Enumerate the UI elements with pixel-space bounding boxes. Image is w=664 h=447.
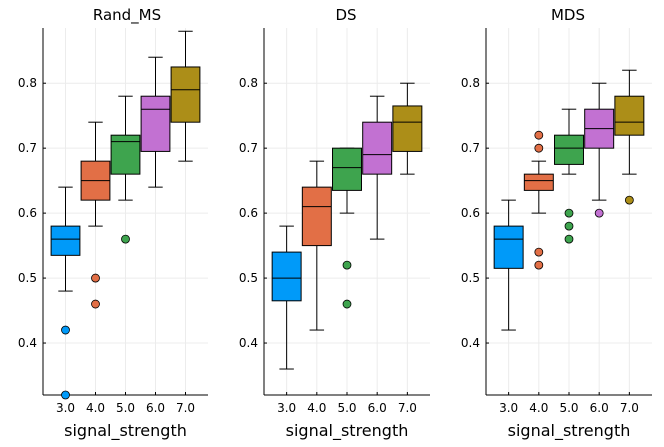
outlier-point [564, 221, 574, 231]
box-group-5.0 [110, 95, 141, 244]
y-tick-label: 0.5 [18, 271, 37, 285]
chart-panel-ds: 0.4 0.5 0.6 0.7 0.8 3.0 4.0 5.0 6.0 7.0 DS signal_s… [239, 6, 430, 441]
box-group-3.0 [50, 186, 81, 400]
box-group-7.0 [170, 30, 201, 162]
box-body [523, 173, 554, 191]
outlier-point [564, 208, 574, 218]
outlier-point [594, 208, 604, 218]
box-body [301, 186, 332, 247]
y-tick-label: 0.7 [461, 141, 480, 155]
box-group-4.0 [523, 130, 554, 270]
y-tick-label: 0.8 [18, 76, 37, 90]
outlier-point [534, 247, 544, 257]
outlier-point [61, 325, 70, 335]
box-body [392, 105, 423, 152]
box-body [110, 134, 141, 175]
y-tick-label: 0.6 [18, 206, 37, 220]
y-tick-label: 0.7 [18, 141, 37, 155]
outlier-point [342, 260, 352, 270]
box-group-4.0 [80, 121, 111, 309]
y-tick-label: 0.6 [239, 206, 258, 220]
box-group-5.0 [554, 108, 584, 244]
y-tick-label: 0.5 [461, 271, 480, 285]
chart-panel-rand-ms: 0.4 0.5 0.6 0.7 0.8 3.0 4.0 5.0 6.0 7.0 Rand_MSsig… [18, 6, 208, 441]
box-group-7.0 [392, 82, 423, 175]
box-group-6.0 [362, 95, 393, 240]
x-tick-label: 5.0 [559, 401, 578, 415]
x-tick-label: 4.0 [529, 401, 548, 415]
outlier-point [61, 390, 70, 400]
x-tick-label: 6.0 [590, 401, 609, 415]
box-body [362, 121, 393, 175]
box-body [50, 225, 81, 256]
x-tick-label: 4.0 [86, 401, 105, 415]
y-tick-label: 0.4 [18, 336, 37, 350]
box-group-7.0 [614, 69, 645, 205]
x-tick-label: 5.0 [116, 401, 135, 415]
box-body [170, 66, 201, 123]
y-tick-label: 0.8 [461, 76, 480, 90]
box-body [271, 251, 302, 302]
y-tick-label: 0.5 [239, 271, 258, 285]
panel-title: Rand_MS [93, 6, 161, 25]
y-tick-label: 0.7 [239, 141, 258, 155]
x-axis-label: signal_strength [286, 421, 409, 441]
x-tick-label: 5.0 [337, 401, 356, 415]
outlier-point [342, 299, 352, 309]
x-tick-label: 7.0 [398, 401, 417, 415]
x-tick-label: 6.0 [146, 401, 165, 415]
box-group-3.0 [493, 199, 524, 331]
outlier-point [534, 143, 544, 153]
x-tick-label: 7.0 [176, 401, 195, 415]
panel-title: DS [335, 6, 356, 24]
x-tick-label: 7.0 [620, 401, 639, 415]
outlier-point [91, 299, 100, 309]
box-group-4.0 [301, 160, 332, 331]
y-tick-label: 0.4 [239, 336, 258, 350]
box-body [614, 95, 645, 136]
box-group-6.0 [584, 82, 615, 218]
box-group-6.0 [140, 56, 171, 188]
y-tick-label: 0.4 [461, 336, 480, 350]
outlier-point [534, 260, 544, 270]
box-body [554, 134, 584, 165]
y-tick-label: 0.8 [239, 76, 258, 90]
x-tick-label: 3.0 [277, 401, 296, 415]
x-tick-label: 3.0 [56, 401, 75, 415]
panel-title: MDS [551, 6, 585, 24]
box-body [493, 225, 524, 269]
x-tick-label: 4.0 [307, 401, 326, 415]
outlier-point [624, 195, 634, 205]
y-tick-label: 0.6 [461, 206, 480, 220]
box-body [332, 147, 362, 191]
x-axis-label: signal_strength [64, 421, 187, 441]
x-axis-label: signal_strength [508, 421, 631, 441]
outlier-point [91, 273, 100, 283]
chart-panel-mds: 0.4 0.5 0.6 0.7 0.8 3.0 4.0 5.0 6.0 7.0 MDS signal_… [461, 6, 652, 441]
x-tick-label: 6.0 [368, 401, 387, 415]
outlier-point [121, 234, 130, 244]
box-body [140, 95, 171, 152]
box-group-5.0 [332, 147, 362, 309]
x-tick-label: 3.0 [499, 401, 518, 415]
outlier-point [564, 234, 574, 244]
outlier-point [534, 130, 544, 140]
box-group-3.0 [271, 225, 302, 370]
